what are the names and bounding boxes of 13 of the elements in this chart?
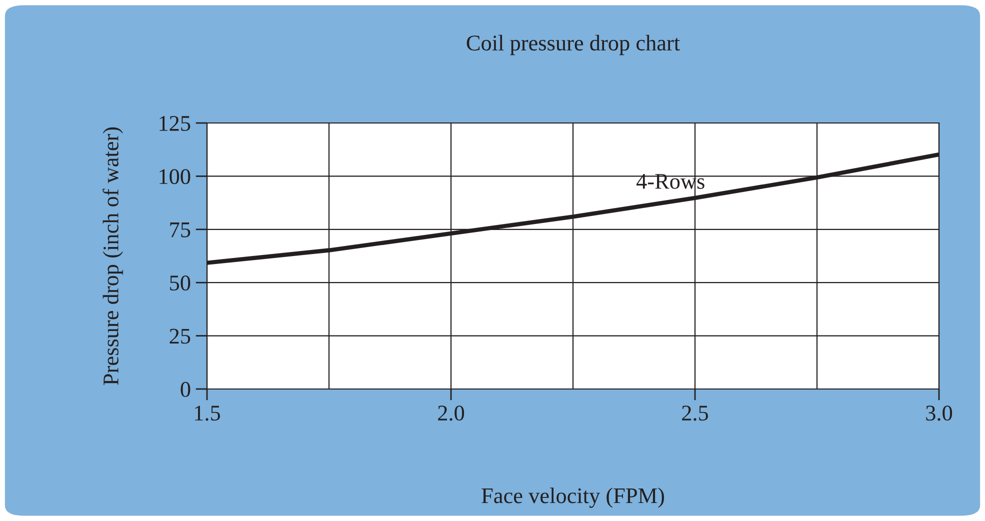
x-tick-label: 2.5 bbox=[682, 406, 708, 421]
y-tick-label: 0 bbox=[180, 382, 190, 397]
y-tick-label: 75 bbox=[170, 222, 190, 238]
x-tick-label: 3.0 bbox=[926, 406, 952, 421]
x-axis-title: Face velocity (FPM) bbox=[482, 488, 664, 508]
x-tick-label: 2.0 bbox=[438, 406, 464, 421]
y-axis-title: Pressure drop (inch of water) bbox=[102, 127, 123, 385]
y-tick-label: 50 bbox=[170, 276, 190, 291]
y-tick-label: 125 bbox=[160, 116, 190, 131]
x-tick-label: 1.5 bbox=[195, 406, 220, 421]
y-tick-label: 100 bbox=[160, 169, 190, 184]
chart-title: Coil pressure drop chart bbox=[466, 34, 680, 56]
y-tick-label: 25 bbox=[170, 328, 190, 344]
